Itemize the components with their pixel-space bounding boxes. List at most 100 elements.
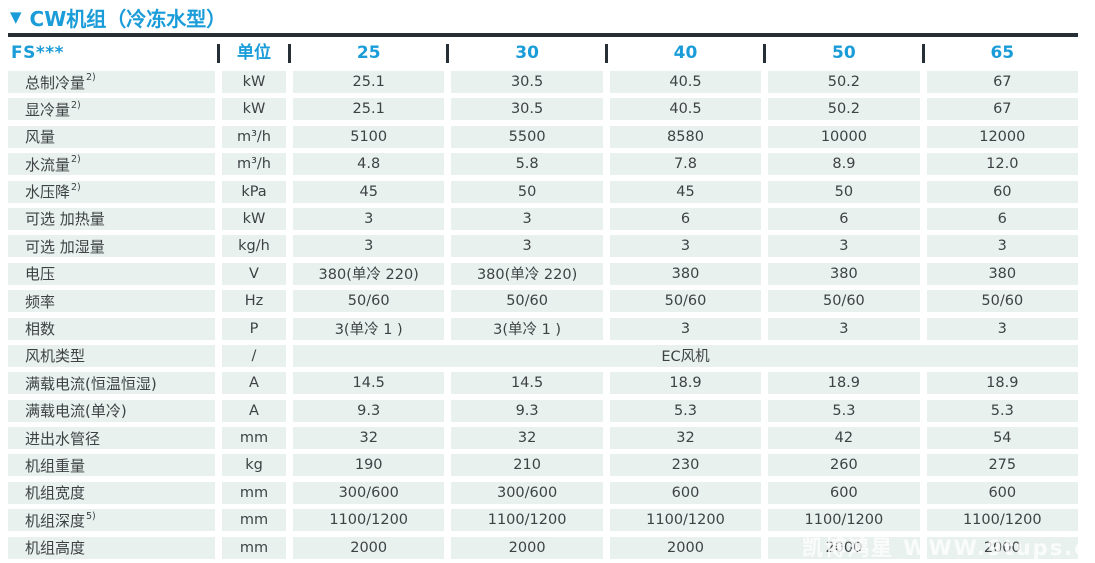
value-cell: 12000	[926, 125, 1078, 148]
row-label: 电压	[25, 265, 56, 284]
value-cell: 5500	[451, 125, 603, 148]
value-cell: 3	[293, 207, 445, 230]
unit-cell: V	[222, 262, 286, 285]
value-cell: 1100/1200	[609, 509, 762, 532]
row-label: 风量	[25, 128, 56, 147]
value-cell: 2000	[451, 536, 603, 559]
title-divider	[8, 33, 1078, 37]
value-cell: 50	[451, 180, 603, 203]
table-row: 总制冷量 2) kW 25.1 30.5 40.5 50.2 67	[8, 71, 1078, 93]
value-cell: 5.8	[451, 153, 603, 176]
value-cell: 50/60	[926, 290, 1078, 313]
value-cell: 50.2	[768, 71, 920, 93]
value-cell: 380	[926, 262, 1078, 285]
value-cell: 50	[768, 180, 920, 203]
value-cell: 7.8	[609, 153, 762, 176]
row-label: 风机类型	[25, 347, 86, 366]
value-cell: 3	[609, 235, 762, 258]
value-cell: 1100/1200	[768, 509, 920, 532]
model-column-header-40: 40	[604, 38, 761, 69]
row-label: 总制冷量	[25, 73, 86, 92]
value-cell: 12.0	[926, 153, 1078, 176]
value-cell: 9.3	[451, 399, 603, 422]
value-cell: 230	[609, 454, 762, 477]
value-cell: 2000	[926, 536, 1078, 559]
value-cell: 18.9	[768, 372, 920, 395]
row-label: 频率	[25, 292, 56, 311]
unit-cell: kW	[222, 71, 286, 93]
value-cell: 18.9	[609, 372, 762, 395]
value-cell: 210	[451, 454, 603, 477]
table-row: 相数 P 3(单冷 1 ) 3(单冷 1 ) 3 3 3	[8, 317, 1078, 340]
value-cell: 380	[609, 262, 762, 285]
row-label-cell: 满载电流(恒温恒湿)	[8, 372, 215, 395]
footnote-sup: 2)	[71, 181, 81, 193]
row-label-cell: 相数	[8, 317, 215, 340]
value-cell: 54	[926, 427, 1078, 450]
table-row: 机组宽度 mm 300/600 300/600 600 600 600	[8, 481, 1078, 504]
value-cell: 3(单冷 1 )	[451, 317, 603, 340]
unit-cell: mm	[222, 427, 286, 450]
table-row: 机组深度 5) mm 1100/1200 1100/1200 1100/1200 …	[8, 509, 1078, 532]
unit-cell: A	[222, 372, 286, 395]
value-cell: 18.9	[926, 372, 1078, 395]
value-cell: 30.5	[451, 71, 603, 93]
value-cell: 30.5	[451, 98, 603, 121]
table-row: 水压降 2) kPa 45 50 45 50 60	[8, 180, 1078, 203]
row-label-cell: 风量	[8, 125, 215, 148]
value-cell: 275	[926, 454, 1078, 477]
value-cell: 50/60	[768, 290, 920, 313]
row-label: 显冷量	[25, 100, 71, 119]
footnote-sup: 2)	[86, 72, 96, 84]
value-cell: 32	[609, 427, 762, 450]
row-label-cell: 机组高度	[8, 536, 215, 559]
value-cell: 3	[926, 317, 1078, 340]
value-cell: 6	[768, 207, 920, 230]
row-label: 满载电流(恒温恒湿)	[25, 374, 157, 393]
value-cell: 2000	[293, 536, 445, 559]
value-cell: 67	[926, 71, 1078, 93]
value-cell: 40.5	[609, 71, 762, 93]
footnote-sup: 2)	[71, 154, 81, 166]
value-cell: 3(单冷 1 )	[293, 317, 445, 340]
value-cell: 60	[926, 180, 1078, 203]
table-row: 频率 Hz 50/60 50/60 50/60 50/60 50/60	[8, 290, 1078, 313]
value-cell: 40.5	[609, 98, 762, 121]
value-cell: 45	[609, 180, 762, 203]
table-row: 机组重量 kg 190 210 230 260 275	[8, 454, 1078, 477]
value-cell: 32	[451, 427, 603, 450]
value-cell: 1100/1200	[293, 509, 445, 532]
table-row: 显冷量 2) kW 25.1 30.5 40.5 50.2 67	[8, 98, 1078, 121]
value-cell: 2000	[609, 536, 762, 559]
value-cell: 6	[926, 207, 1078, 230]
table-row: 机组高度 mm 2000 2000 2000 2000 2000	[8, 536, 1078, 559]
unit-cell: mm	[222, 536, 286, 559]
row-label: 机组深度	[25, 511, 86, 530]
value-cell: 600	[926, 481, 1078, 504]
value-cell: 14.5	[293, 372, 445, 395]
row-label-cell: 进出水管径	[8, 427, 215, 450]
row-label-cell: 水压降 2)	[8, 180, 215, 203]
section-title-text: CW机组（冷冻水型）	[29, 6, 227, 31]
value-cell: 260	[768, 454, 920, 477]
value-cell: 67	[926, 98, 1078, 121]
row-label: 机组重量	[25, 456, 86, 475]
value-cell: 50/60	[609, 290, 762, 313]
row-label: 机组宽度	[25, 484, 86, 503]
value-cell: 380(单冷 220)	[451, 262, 603, 285]
unit-cell: Hz	[222, 290, 286, 313]
model-column-header-65: 65	[921, 38, 1078, 69]
unit-cell: kg	[222, 454, 286, 477]
unit-cell: kPa	[222, 180, 286, 203]
value-cell: 5.3	[609, 399, 762, 422]
value-cell: 3	[609, 317, 762, 340]
footnote-sup: 2)	[71, 99, 81, 111]
row-label: 相数	[25, 320, 56, 339]
merged-value-cell: EC风机	[293, 344, 1078, 367]
unit-cell: m³/h	[222, 125, 286, 148]
unit-cell: mm	[222, 481, 286, 504]
unit-cell: P	[222, 317, 286, 340]
row-label-cell: 显冷量 2)	[8, 98, 215, 121]
value-cell: 14.5	[451, 372, 603, 395]
